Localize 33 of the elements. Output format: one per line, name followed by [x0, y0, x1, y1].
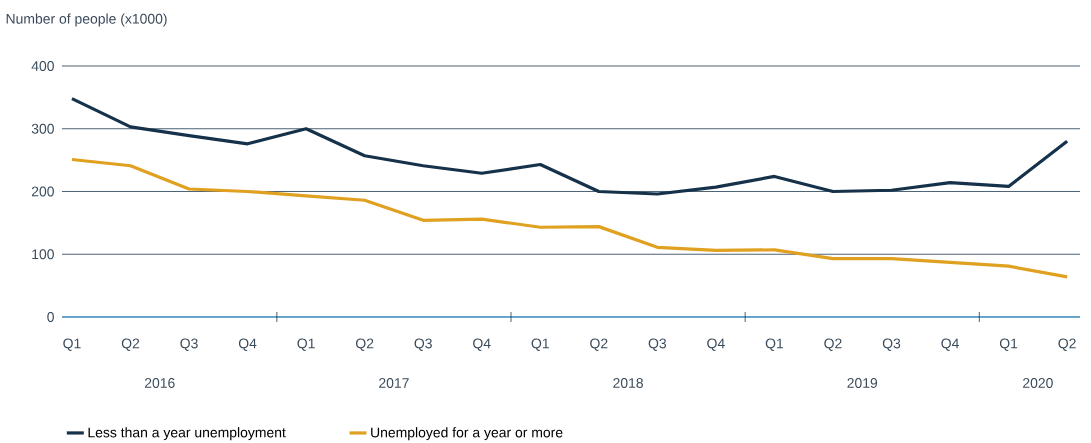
x-tick-label: Q2 [121, 338, 140, 351]
x-tick-label: Q4 [473, 338, 491, 351]
x-tick-label: Q3 [648, 338, 667, 351]
y-tick-label: 100 [32, 249, 54, 260]
x-tick-label: Q2 [356, 338, 374, 351]
x-tick-label: Q1 [531, 338, 549, 351]
legend-label: Unemployed for a year or more [371, 427, 563, 441]
x-tick-label: Q3 [180, 338, 198, 351]
x-tick-label: Q4 [941, 338, 959, 351]
text: 2018 [613, 378, 643, 388]
x-tick-label: Q1 [63, 338, 81, 351]
y-tick-label: 0 [47, 312, 54, 322]
x-tick-label: Q1 [765, 338, 784, 351]
line-series [70, 97, 1069, 196]
x-tick-label: Q3 [414, 338, 432, 351]
text: 2016 [144, 378, 175, 388]
y-tick-label: 200 [31, 186, 54, 197]
y-tick-label: 400 [31, 61, 54, 71]
legend-label: Less than a year unemployment [88, 427, 286, 441]
text: 2017 [379, 378, 409, 388]
x-tick-label: Q4 [238, 338, 257, 351]
x-tick-label: Q2 [1058, 338, 1076, 351]
x-tick-label: Q4 [707, 338, 725, 351]
text: 2020 [1023, 378, 1053, 388]
x-tick-label: Q2 [590, 338, 608, 351]
y-tick-label: 300 [31, 123, 54, 134]
x-tick-label: Q1 [297, 338, 315, 351]
x-tick-label: Q1 [999, 338, 1018, 351]
text: 2019 [847, 378, 878, 388]
line-series [70, 157, 1069, 279]
x-tick-label: Q2 [824, 338, 842, 351]
y-axis-title: Number of people (x1000) [6, 13, 167, 27]
x-tick-label: Q3 [882, 338, 901, 351]
